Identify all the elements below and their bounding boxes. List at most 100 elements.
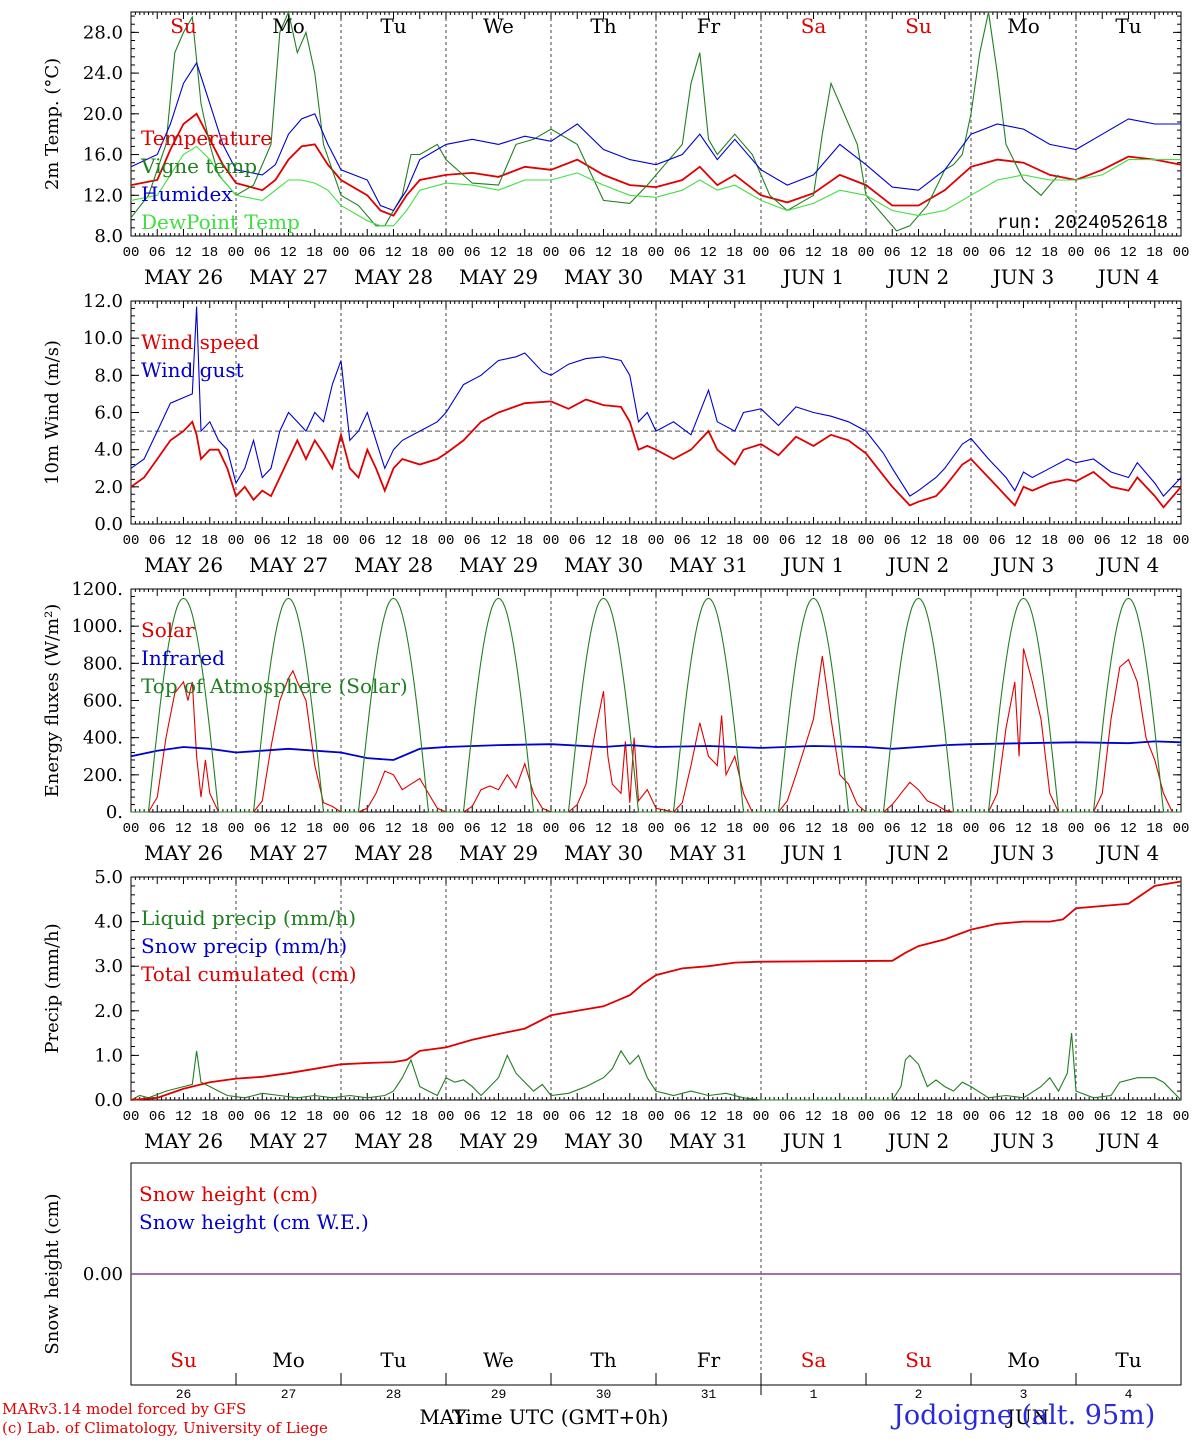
series-line <box>130 1033 1182 1101</box>
day-number: 29 <box>491 1387 507 1402</box>
plot-frame <box>130 588 1182 813</box>
hour-label: 18 <box>516 821 533 837</box>
hour-label: 18 <box>411 821 428 837</box>
hour-label: 18 <box>1041 821 1058 837</box>
hour-label: 00 <box>333 821 350 837</box>
weekday-label: We <box>483 1348 514 1372</box>
y-tick-label: 1000. <box>71 616 123 637</box>
panel-temp: 8.0 12.0 16.0 20.0 24.0 28.0 2m Temp. (°C) Temp… <box>42 10 1189 289</box>
hour-label: 00 <box>963 533 980 549</box>
hour-label: 06 <box>464 245 481 261</box>
hour-label: 06 <box>779 1109 796 1125</box>
y-tick-label: 28.0 <box>83 22 123 43</box>
date-label: JUN 3 <box>991 1129 1054 1153</box>
hour-label: 00 <box>648 245 665 261</box>
hour-label: 12 <box>805 821 822 837</box>
hour-label: 18 <box>1146 1109 1163 1125</box>
y-tick-label: 1.0 <box>94 1045 123 1066</box>
hour-label: 00 <box>123 821 140 837</box>
hour-label: 18 <box>621 1109 638 1125</box>
hour-label: 18 <box>621 533 638 549</box>
hour-label: 12 <box>1120 245 1137 261</box>
date-label: MAY 30 <box>564 553 643 577</box>
hour-label: 06 <box>359 533 376 549</box>
legend-entry: Liquid precip (mm/h) <box>141 906 356 930</box>
hour-label: 06 <box>149 821 166 837</box>
date-label: JUN 2 <box>886 841 949 865</box>
hour-label: 18 <box>201 533 218 549</box>
date-label: JUN 4 <box>1096 553 1159 577</box>
legend-entry: DewPoint Temp <box>141 210 300 234</box>
legend-entry: Snow precip (mm/h) <box>141 934 347 958</box>
hour-label: 06 <box>884 821 901 837</box>
date-label: MAY 28 <box>354 1129 433 1153</box>
day-number: 27 <box>281 1387 297 1402</box>
y-axis-title: 2m Temp. (°C) <box>42 58 63 190</box>
hour-label: 18 <box>306 1109 323 1125</box>
weekday-label: Sa <box>801 14 827 38</box>
hour-label: 18 <box>1146 245 1163 261</box>
hour-label: 18 <box>1146 821 1163 837</box>
date-label: JUN 2 <box>886 1129 949 1153</box>
hour-label: 12 <box>490 821 507 837</box>
hour-label: 06 <box>674 821 691 837</box>
date-label: JUN 3 <box>991 265 1054 289</box>
weekday-label: Su <box>170 14 197 38</box>
y-axis-title: Precip (mm/h) <box>42 923 63 1053</box>
hour-label: 12 <box>280 1109 297 1125</box>
weekday-label: Mo <box>272 1348 305 1372</box>
station-name: Jodoigne (alt. 95m) <box>893 1400 1156 1431</box>
hour-label: 06 <box>464 821 481 837</box>
lab-credit: (c) Lab. of Climatology, University of L… <box>2 1419 328 1437</box>
legend-entry: Vigne temp <box>140 154 257 178</box>
hour-label: 12 <box>910 821 927 837</box>
y-tick-label: 0.0 <box>94 1090 123 1111</box>
series-line <box>131 597 1181 813</box>
hour-label: 12 <box>1120 1109 1137 1125</box>
y-tick-label: 2.0 <box>94 1001 123 1022</box>
hour-label: 00 <box>123 533 140 549</box>
date-label: MAY 27 <box>249 553 328 577</box>
hour-label: 18 <box>936 821 953 837</box>
hour-label: 00 <box>228 533 245 549</box>
date-label: MAY 28 <box>354 265 433 289</box>
hour-label: 12 <box>700 1109 717 1125</box>
legend-entry: Wind speed <box>141 330 259 354</box>
hour-label: 00 <box>543 533 560 549</box>
hour-label: 06 <box>359 1109 376 1125</box>
hour-label: 06 <box>989 245 1006 261</box>
hour-label: 06 <box>569 245 586 261</box>
hour-label: 12 <box>595 1109 612 1125</box>
hour-label: 00 <box>228 245 245 261</box>
plot-frame <box>130 11 1182 237</box>
weekday-label: Mo <box>1007 14 1040 38</box>
date-label: MAY 27 <box>249 841 328 865</box>
day-number: 1 <box>810 1387 818 1402</box>
day-number: 4 <box>1125 1387 1133 1402</box>
y-tick-label: 24.0 <box>83 63 123 84</box>
hour-label: 00 <box>1068 533 1085 549</box>
date-label: MAY 27 <box>249 1129 328 1153</box>
hour-label: 00 <box>648 1109 665 1125</box>
date-label: MAY 31 <box>669 1129 748 1153</box>
y-tick-label: 200. <box>83 765 123 786</box>
hour-label: 18 <box>831 821 848 837</box>
hour-label: 18 <box>1041 533 1058 549</box>
hour-label: 00 <box>753 821 770 837</box>
hour-label: 12 <box>595 533 612 549</box>
legend-entry: Top of Atmosphere (Solar) <box>141 674 408 698</box>
hour-label: 12 <box>805 533 822 549</box>
hour-label: 06 <box>1094 821 1111 837</box>
hour-label: 00 <box>438 1109 455 1125</box>
hour-label: 00 <box>438 533 455 549</box>
series-line <box>130 61 1181 212</box>
hour-label: 00 <box>228 821 245 837</box>
hour-label: 12 <box>490 245 507 261</box>
hour-label: 00 <box>1173 821 1190 837</box>
date-label: MAY 29 <box>459 841 538 865</box>
date-label: MAY 27 <box>249 265 328 289</box>
legend-entry: Snow height (cm W.E.) <box>139 1210 369 1234</box>
legend-entry: Solar <box>141 618 195 642</box>
y-tick-label: 12.0 <box>83 291 123 312</box>
hour-label: 18 <box>726 533 743 549</box>
